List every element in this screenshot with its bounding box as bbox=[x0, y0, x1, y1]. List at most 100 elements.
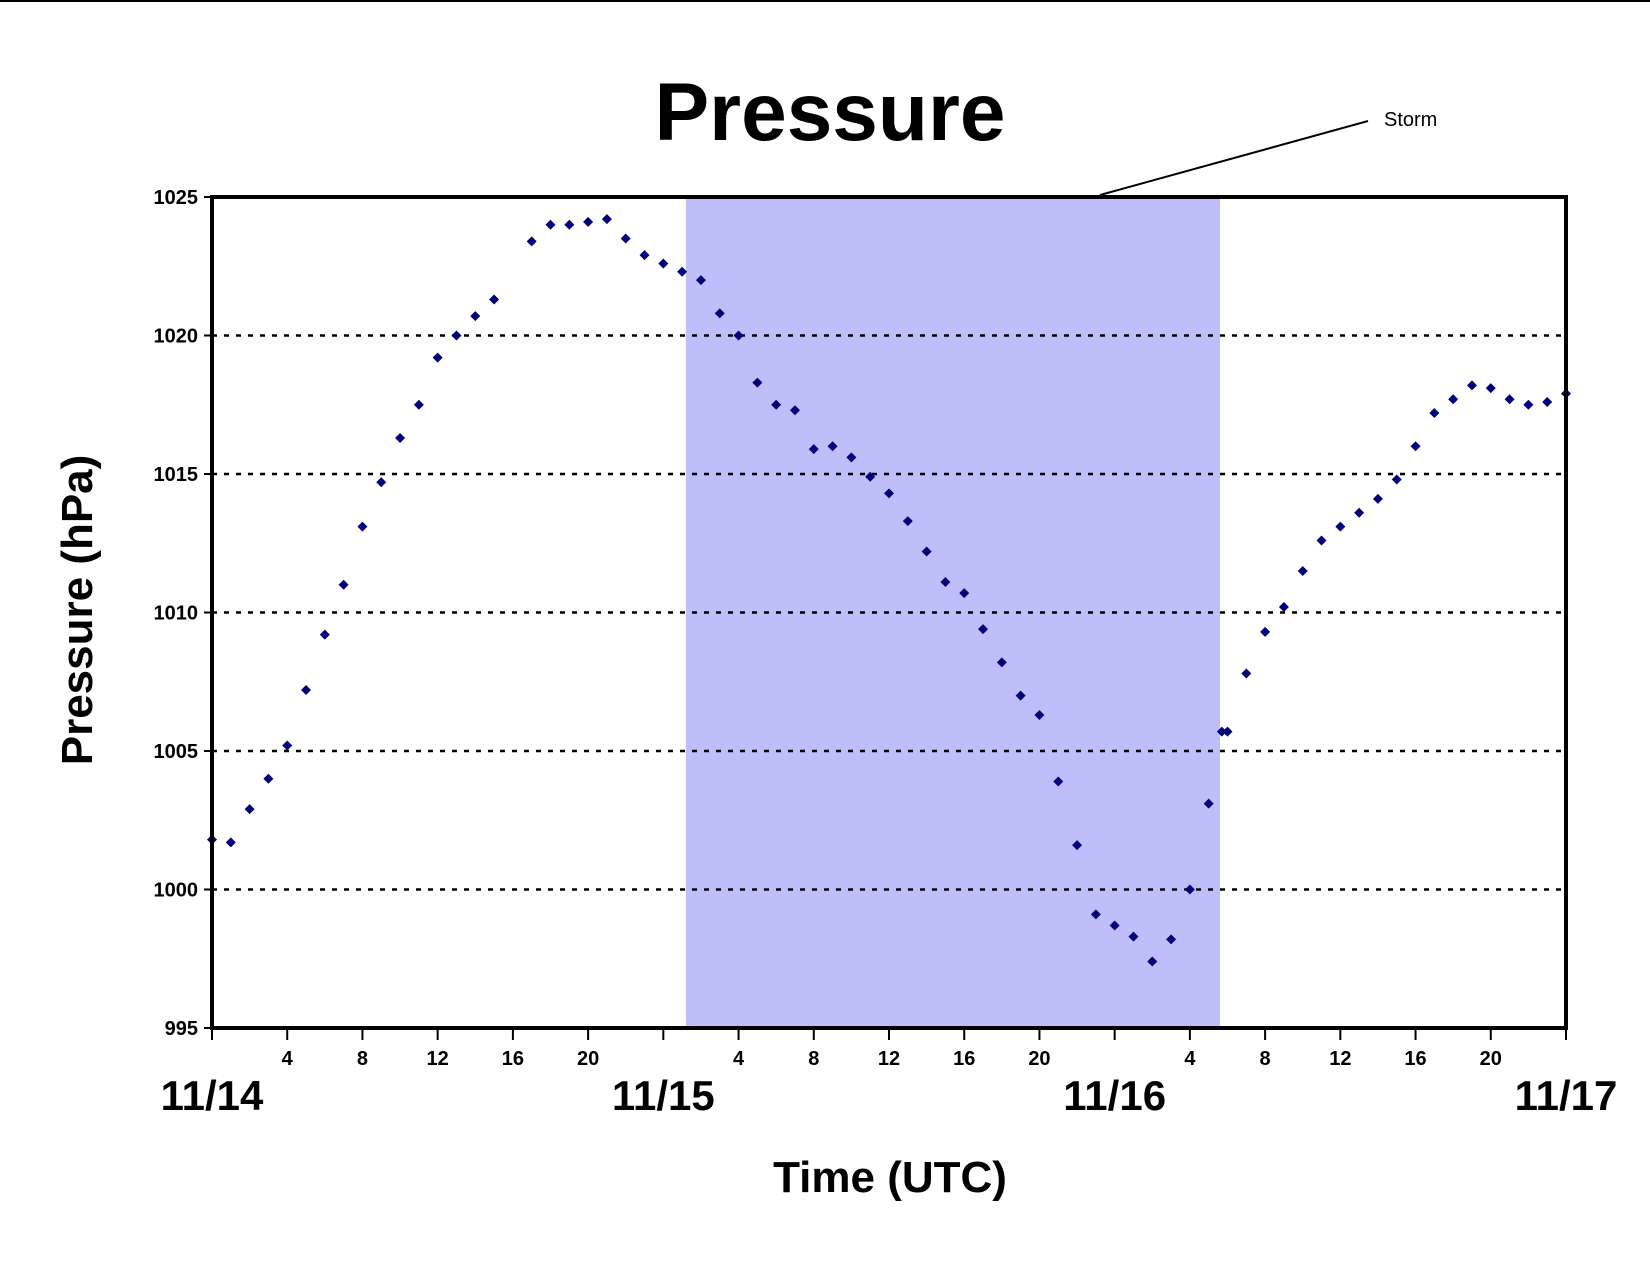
x-tick-label: 16 bbox=[1404, 1048, 1426, 1070]
data-point bbox=[1542, 396, 1553, 407]
data-point bbox=[658, 258, 669, 269]
x-tick-label: 20 bbox=[1480, 1048, 1502, 1070]
data-point bbox=[1372, 493, 1383, 504]
data-point bbox=[827, 441, 838, 452]
data-point bbox=[1278, 601, 1289, 612]
date-label: 11/17 bbox=[1515, 1072, 1618, 1119]
data-point bbox=[733, 330, 744, 341]
data-point bbox=[395, 432, 406, 443]
data-point bbox=[1015, 690, 1026, 701]
x-tick-label: 4 bbox=[1184, 1048, 1196, 1070]
y-tick-label: 1020 bbox=[154, 326, 199, 348]
data-point bbox=[432, 352, 443, 363]
x-tick-labels: 4 8 12 16 20 4 8 12 16 20 4 8 12 16 20 bbox=[211, 1028, 1567, 1070]
data-point bbox=[357, 521, 368, 532]
data-point bbox=[1297, 565, 1308, 576]
data-point bbox=[1523, 399, 1534, 410]
data-point bbox=[1147, 956, 1158, 967]
data-point bbox=[1090, 909, 1101, 920]
x-tick-label: 20 bbox=[577, 1048, 599, 1070]
data-point bbox=[526, 236, 537, 247]
data-point bbox=[1216, 726, 1227, 737]
data-point bbox=[1448, 394, 1459, 405]
data-point bbox=[1260, 626, 1271, 637]
data-point bbox=[225, 837, 236, 848]
data-point bbox=[978, 624, 989, 635]
x-tick-label: 4 bbox=[733, 1048, 745, 1070]
chart-title: Pressure bbox=[654, 67, 1005, 158]
data-point bbox=[244, 804, 255, 815]
data-point bbox=[545, 219, 556, 230]
data-point bbox=[1184, 884, 1195, 895]
x-tick-label: 12 bbox=[878, 1048, 900, 1070]
x-tick-label: 16 bbox=[502, 1048, 524, 1070]
data-point bbox=[789, 405, 800, 416]
storm-region-rect bbox=[685, 197, 1220, 1028]
data-points bbox=[207, 214, 1571, 967]
x-tick-label: 8 bbox=[808, 1048, 819, 1070]
data-point bbox=[301, 685, 312, 696]
data-point bbox=[1034, 709, 1045, 720]
data-point bbox=[451, 330, 462, 341]
y-tick-label: 1010 bbox=[154, 603, 199, 625]
data-point bbox=[1429, 408, 1440, 419]
y-tick-labels: 995 1000 1005 1010 1015 1020 1025 bbox=[154, 187, 212, 1040]
date-label: 11/15 bbox=[612, 1072, 715, 1119]
data-point bbox=[1241, 668, 1252, 679]
data-point bbox=[902, 516, 913, 527]
gridlines bbox=[212, 334, 1566, 891]
data-point bbox=[319, 629, 330, 640]
data-point bbox=[1504, 394, 1515, 405]
data-point bbox=[639, 250, 650, 261]
data-point bbox=[489, 294, 500, 305]
data-point bbox=[677, 266, 688, 277]
data-point bbox=[263, 773, 274, 784]
data-point bbox=[338, 579, 349, 590]
data-point bbox=[884, 488, 894, 499]
date-labels: 11/14 11/15 11/16 11/17 bbox=[161, 1072, 1618, 1119]
x-tick-label: 12 bbox=[1329, 1048, 1351, 1070]
data-point bbox=[714, 308, 725, 319]
data-point bbox=[564, 219, 575, 230]
storm-shaded-region bbox=[685, 197, 1220, 1028]
data-point bbox=[1391, 474, 1402, 485]
y-axis-label: Pressure (hPa) bbox=[53, 455, 102, 766]
data-point bbox=[921, 546, 932, 557]
storm-annotation: Storm bbox=[1099, 109, 1437, 196]
storm-label: Storm bbox=[1384, 109, 1437, 131]
data-point bbox=[376, 477, 387, 488]
data-point bbox=[940, 577, 951, 588]
x-axis-label: Time (UTC) bbox=[773, 1153, 1007, 1202]
data-point bbox=[1109, 920, 1120, 931]
x-tick-label: 16 bbox=[953, 1048, 975, 1070]
y-tick-label: 1000 bbox=[154, 880, 199, 902]
date-label: 11/14 bbox=[161, 1072, 264, 1119]
data-point bbox=[695, 275, 706, 286]
x-tick-label: 8 bbox=[357, 1048, 368, 1070]
data-point bbox=[583, 216, 594, 227]
data-point bbox=[413, 399, 424, 410]
data-point bbox=[771, 399, 782, 410]
data-point bbox=[1072, 840, 1083, 851]
data-point bbox=[865, 471, 876, 482]
x-tick-label: 20 bbox=[1028, 1048, 1050, 1070]
storm-leader-line bbox=[1099, 120, 1369, 196]
data-point bbox=[1222, 726, 1233, 737]
x-tick-label: 4 bbox=[282, 1048, 294, 1070]
data-point bbox=[1466, 380, 1477, 391]
data-point bbox=[470, 311, 481, 322]
x-tick-label: 12 bbox=[427, 1048, 449, 1070]
y-tick-label: 1015 bbox=[154, 464, 199, 486]
data-point bbox=[808, 444, 819, 455]
data-point bbox=[1354, 507, 1365, 518]
y-tick-label: 995 bbox=[165, 1018, 198, 1040]
data-point bbox=[1485, 383, 1496, 394]
data-point bbox=[1128, 931, 1139, 942]
data-point bbox=[1203, 798, 1214, 809]
data-point bbox=[1410, 441, 1421, 452]
data-point bbox=[1316, 535, 1327, 546]
y-tick-label: 1025 bbox=[154, 187, 199, 209]
data-point bbox=[846, 452, 857, 463]
data-point bbox=[996, 657, 1007, 668]
